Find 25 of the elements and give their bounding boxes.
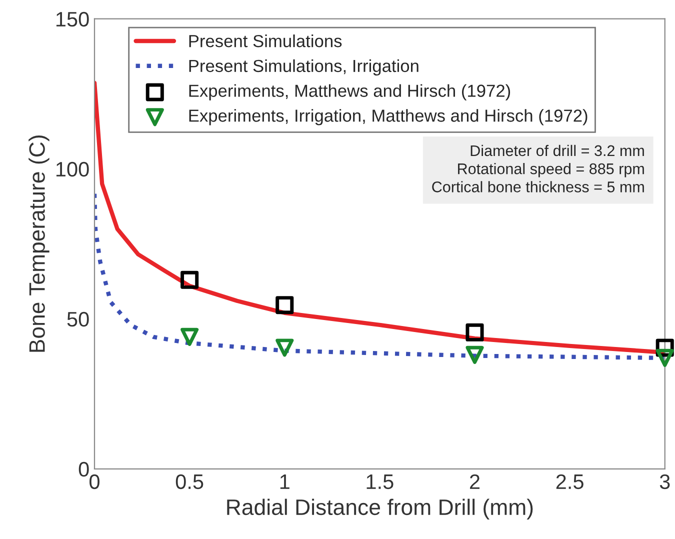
x-tick-label: 3 — [660, 474, 670, 490]
y-axis-title: Bone Temperature (C) — [28, 136, 50, 352]
x-tick-label: 2 — [470, 474, 480, 489]
point — [466, 323, 484, 342]
point — [466, 346, 484, 364]
x-tick-label: 0 — [90, 474, 100, 490]
legend-label: Present Simulations, Irrigation — [189, 59, 418, 76]
x-tick-label: 2.5 — [556, 474, 584, 490]
x-tick-label: 1 — [280, 474, 290, 489]
point — [276, 296, 294, 314]
legend-label: Present Simulations — [189, 34, 342, 48]
annotation: Diameter of drill = 3.2 mm Rotational speed = 885 rpm Cortical bone thickness = 5 mm — [432, 144, 644, 192]
x-tick-label: 0.5 — [176, 474, 204, 490]
x-tick-label: 1.5 — [366, 474, 394, 490]
point — [180, 270, 199, 289]
y-tick-label: 100 — [56, 162, 89, 177]
point — [656, 348, 674, 367]
legend-label: Experiments, Matthews and Hirsch (1972) — [189, 84, 510, 100]
y-tick-label: 0 — [78, 462, 89, 477]
point — [180, 328, 199, 346]
x-axis-title: Radial Distance from Drill (mm) — [227, 498, 533, 520]
legend-label: Experiments, Irrigation, Matthews and Hirsch (1972) — [189, 109, 588, 126]
point — [276, 338, 294, 357]
y-tick-label: 150 — [56, 12, 89, 27]
y-tick-label: 50 — [67, 312, 89, 327]
